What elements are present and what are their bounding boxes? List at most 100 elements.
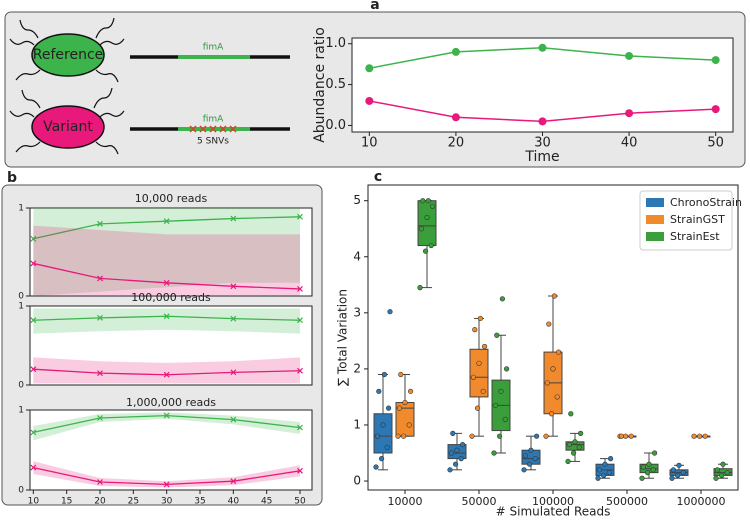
point xyxy=(230,315,237,322)
variant-cell xyxy=(31,105,105,149)
x-tick-label: 10 xyxy=(361,136,378,151)
x-axis-label: # Simulated Reads xyxy=(496,505,611,519)
data-point xyxy=(528,447,534,453)
uncertainty-band xyxy=(33,357,300,384)
y-tick-label: 5 xyxy=(353,193,361,207)
data-point xyxy=(555,349,562,355)
data-point xyxy=(570,450,577,456)
data-point xyxy=(544,380,551,386)
plot-frame xyxy=(351,37,734,133)
y-tick-label: 4 xyxy=(353,249,361,263)
data-point xyxy=(398,371,404,378)
point xyxy=(163,481,170,488)
legend-swatch xyxy=(646,215,664,224)
data-point xyxy=(381,371,388,378)
data-point xyxy=(406,422,412,428)
data-point xyxy=(460,441,466,448)
data-point xyxy=(618,433,625,439)
data-point xyxy=(600,472,607,479)
point xyxy=(365,64,374,73)
data-point xyxy=(554,394,560,400)
snv-marks xyxy=(189,125,237,133)
data-point xyxy=(502,416,508,422)
data-point xyxy=(596,467,603,473)
data-point xyxy=(577,430,584,436)
x-tick-label: 35 xyxy=(194,497,205,507)
data-point xyxy=(669,475,675,481)
x-tick-label: 10 xyxy=(28,497,40,507)
data-point xyxy=(402,399,408,406)
data-point xyxy=(532,456,538,462)
data-point xyxy=(504,366,510,372)
data-point xyxy=(639,475,645,481)
legend-label: StrainEst xyxy=(670,230,720,243)
y-tick-label: 1 xyxy=(18,406,24,416)
box xyxy=(469,348,489,398)
reference-label: Reference xyxy=(33,47,104,63)
y-tick-label: 1 xyxy=(353,417,361,431)
x-tick-label: 40 xyxy=(228,497,240,507)
data-point xyxy=(458,456,464,462)
snv-label: 5 SNVs xyxy=(197,137,229,147)
data-point xyxy=(640,464,647,470)
data-point xyxy=(499,296,506,302)
flagella xyxy=(9,17,125,155)
data-point xyxy=(650,467,656,473)
data-point xyxy=(482,343,488,350)
data-point xyxy=(543,433,549,439)
data-point xyxy=(497,433,503,439)
gene-label: fimA xyxy=(203,43,224,53)
data-point xyxy=(454,447,460,453)
y-tick-label: 1.0 xyxy=(325,36,346,51)
data-point xyxy=(676,462,682,468)
x-tick-label: 25 xyxy=(128,497,139,507)
data-point xyxy=(680,470,686,476)
point xyxy=(97,370,103,377)
point xyxy=(30,366,37,373)
uncertainty-band xyxy=(33,208,300,296)
y-tick-label: 2 xyxy=(353,361,361,375)
point xyxy=(163,371,170,378)
data-point xyxy=(494,332,500,338)
x-tick-label: 500000 xyxy=(606,495,648,508)
data-point xyxy=(670,467,677,473)
data-point xyxy=(548,411,555,417)
point xyxy=(163,313,170,320)
point xyxy=(97,479,103,485)
data-point xyxy=(713,475,719,481)
legend-label: ChronoStrain xyxy=(670,196,742,209)
data-point xyxy=(395,433,401,439)
data-point xyxy=(595,475,601,481)
point xyxy=(297,213,303,220)
y-tick-label: 1 xyxy=(18,204,24,214)
data-point xyxy=(606,470,612,476)
y-tick-label: 0 xyxy=(18,381,24,391)
point xyxy=(97,415,103,421)
point xyxy=(97,220,103,227)
subplot-title: 1,000,000 reads xyxy=(126,396,216,409)
data-point xyxy=(498,388,504,394)
point xyxy=(625,109,634,118)
data-point xyxy=(492,402,499,408)
gene-label: fimA xyxy=(203,115,224,125)
legend-label: StrainGST xyxy=(670,213,725,226)
data-point xyxy=(430,203,436,209)
data-point xyxy=(374,433,381,439)
data-point xyxy=(565,458,571,465)
data-point xyxy=(418,226,425,232)
data-point xyxy=(380,422,386,428)
data-point xyxy=(546,321,552,327)
data-point xyxy=(522,453,529,459)
point xyxy=(365,96,374,105)
data-point xyxy=(386,405,392,411)
data-point xyxy=(572,439,578,445)
data-point xyxy=(691,433,697,439)
data-point xyxy=(447,467,453,473)
x-tick-label: 1000000 xyxy=(677,495,726,508)
data-point xyxy=(424,214,430,221)
data-point xyxy=(550,366,556,372)
x-axis-label: Time xyxy=(524,149,559,165)
point xyxy=(451,113,460,122)
y-tick-label: 0.0 xyxy=(325,118,346,133)
